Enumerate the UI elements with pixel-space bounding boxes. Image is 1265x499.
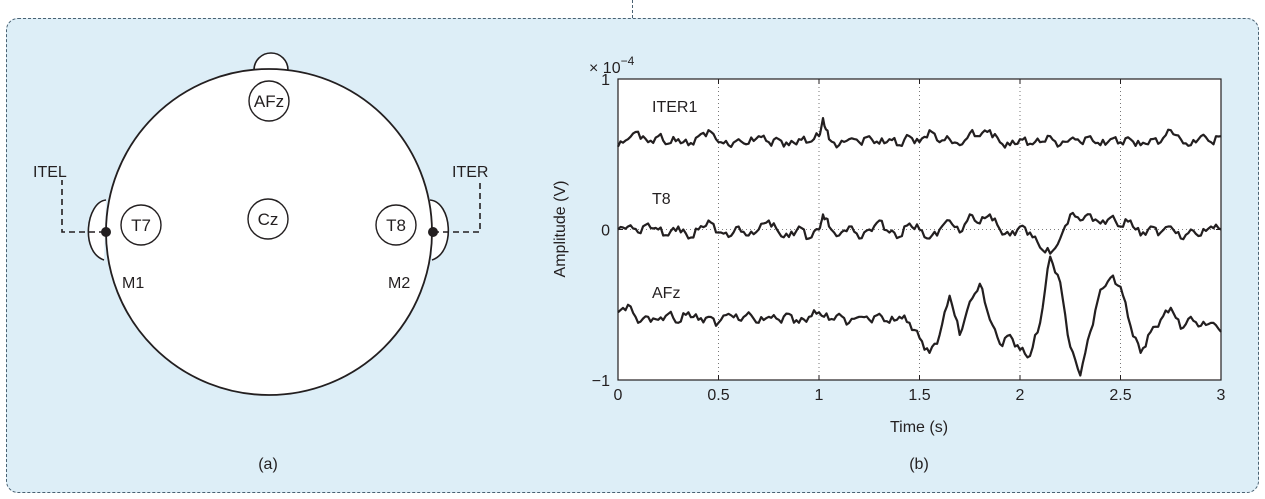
electrode-label: AFz [254, 92, 284, 111]
y-tick-label: −1 [592, 373, 610, 390]
x-tick-label: 2 [1016, 387, 1025, 404]
y-multiplier: × 10−4 [589, 54, 635, 77]
electrode-t8: T8 [375, 204, 417, 246]
electrode-afz: AFz [248, 80, 290, 122]
y-multiplier-base: × 10 [589, 60, 621, 77]
electrode-label: Cz [258, 210, 279, 229]
left-ear-electrode-dot [101, 227, 111, 237]
right-ear-electrode-dot [428, 227, 438, 237]
x-tick-label: 0 [614, 387, 623, 404]
x-axis-label: Time (s) [890, 419, 948, 436]
ear-left-label: ITEL [33, 164, 67, 181]
axis-ticks: 0 0.5 1 1.5 2 2.5 310−1 [592, 72, 1226, 404]
y-multiplier-exp: −4 [621, 54, 635, 68]
x-tick-label: 0.5 [707, 387, 729, 404]
left-ear-lead [61, 180, 105, 233]
x-tick-label: 3 [1217, 387, 1226, 404]
series-layer [617, 116, 1222, 377]
head-diagram: AFz T7 Cz T8 M1 M2 ITEL ITER (a) [33, 52, 488, 473]
electrode-label: T8 [386, 216, 406, 235]
nose-shape [253, 52, 289, 71]
series-line-t8 [617, 211, 1222, 255]
electrode-t7: T7 [120, 204, 162, 246]
y-tick-label: 1 [601, 72, 610, 89]
eeg-chart: 0 0.5 1 1.5 2 2.5 310−1 × 10−4 Time (s) Amplit… [552, 54, 1226, 473]
ear-right-label: ITER [452, 164, 488, 181]
series-label-iter1: ITER1 [652, 99, 697, 116]
y-tick-label: 0 [601, 223, 610, 240]
electrode-cz: Cz [247, 198, 289, 240]
series-line-afz [617, 255, 1222, 377]
x-tick-label: 1 [815, 387, 824, 404]
x-tick-label: 1.5 [908, 387, 930, 404]
y-axis-label: Amplitude (V) [552, 181, 569, 278]
caption-b: (b) [909, 456, 929, 473]
series-label-t8: T8 [652, 191, 671, 208]
grid-lines [618, 79, 1221, 380]
mastoid-left-label: M1 [122, 275, 144, 292]
mastoid-right-label: M2 [388, 275, 410, 292]
series-label-afz: AFz [652, 285, 680, 302]
series-line-iter1 [617, 116, 1222, 149]
divider-line [632, 0, 633, 18]
x-tick-label: 2.5 [1109, 387, 1131, 404]
left-ear-shape [87, 199, 107, 261]
caption-a: (a) [258, 456, 278, 473]
right-ear-lead [433, 180, 481, 233]
electrode-label: T7 [131, 216, 151, 235]
right-ear-shape [429, 199, 450, 261]
